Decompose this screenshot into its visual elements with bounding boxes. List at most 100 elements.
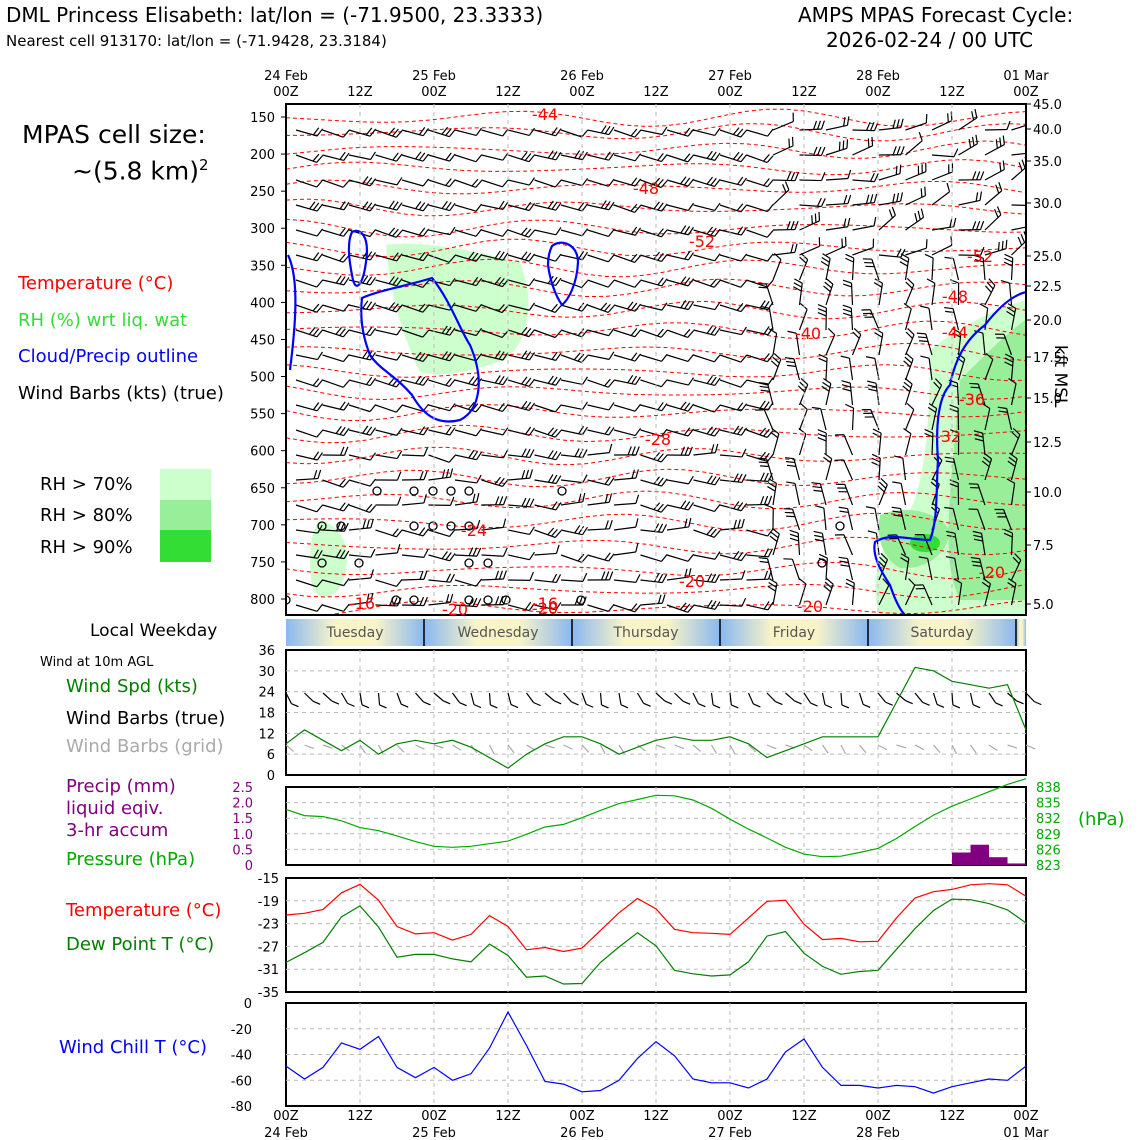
wind-barb xyxy=(799,146,826,157)
barb-flag xyxy=(896,192,900,202)
barb-flag xyxy=(827,328,836,336)
barb-flag xyxy=(867,138,870,148)
wind-barb xyxy=(904,278,915,306)
barb-flag xyxy=(362,300,369,309)
wind-barb xyxy=(719,379,748,388)
wind-barb xyxy=(322,502,350,512)
wind-barb xyxy=(295,201,324,212)
height-tick: 30.0 xyxy=(1033,197,1062,212)
barb-flag xyxy=(316,329,324,338)
wind-barb xyxy=(719,501,748,512)
barb-flag xyxy=(312,402,320,411)
barb-flag xyxy=(1006,306,1016,313)
barb-flag xyxy=(502,403,509,412)
barb-flag xyxy=(766,155,774,163)
barb-staff xyxy=(454,479,477,484)
wind-barb xyxy=(454,228,483,237)
wind-barb xyxy=(784,457,801,481)
wind-barb xyxy=(981,452,993,481)
barb-flag xyxy=(714,477,721,486)
wind-barb xyxy=(772,220,799,231)
barb-staff xyxy=(693,254,715,262)
pressure-tick: 450 xyxy=(250,333,275,348)
barb-flag xyxy=(687,178,695,187)
barb-flag xyxy=(634,205,642,213)
barb-flag xyxy=(842,304,852,309)
barb-flag xyxy=(582,151,588,160)
barb-flag xyxy=(502,279,509,287)
wind-barb xyxy=(693,599,721,610)
barb-flag xyxy=(760,305,770,309)
barb-flag xyxy=(422,377,430,386)
wind-barb xyxy=(834,534,854,556)
wind-barb xyxy=(428,178,456,188)
barb-flag xyxy=(660,379,668,388)
barb-flag xyxy=(362,275,369,284)
barb-staff xyxy=(401,329,424,338)
barb-flag xyxy=(627,301,634,310)
barb-flag xyxy=(581,329,589,338)
barb-flag xyxy=(520,326,528,335)
wind-barb xyxy=(401,570,428,581)
wind-barb xyxy=(322,744,333,749)
y-tick: 30 xyxy=(258,665,275,680)
wind-barb xyxy=(767,578,778,606)
barb-flag xyxy=(825,277,834,285)
temperature-contour xyxy=(286,238,1026,258)
barb-flag xyxy=(502,518,507,528)
wind-barb xyxy=(481,496,508,506)
barb-flag xyxy=(608,152,615,161)
barb-flag xyxy=(974,434,984,438)
barb-flag xyxy=(635,494,640,504)
wind-barb xyxy=(896,692,913,705)
barb-flag xyxy=(824,281,833,289)
wind-barb xyxy=(613,301,642,312)
barb-flag xyxy=(900,146,905,155)
barb-flag xyxy=(316,579,324,588)
barb-flag xyxy=(680,500,687,509)
barb-flag xyxy=(635,469,639,479)
barb-flag xyxy=(339,201,346,210)
barb-flag xyxy=(471,377,479,386)
barb-flag xyxy=(934,378,942,386)
wind-barb xyxy=(396,692,409,708)
wind-barb xyxy=(666,251,694,261)
barb-flag xyxy=(896,146,901,155)
barb-flag xyxy=(473,704,482,709)
barb-flag xyxy=(698,703,706,708)
barb-flag xyxy=(900,257,909,263)
barb-flag xyxy=(710,573,717,583)
wind-barb xyxy=(295,451,324,461)
barb-flag xyxy=(820,146,826,156)
wind-barb xyxy=(931,182,951,206)
barb-staff xyxy=(640,379,662,388)
barb-flag xyxy=(816,146,822,156)
temperature-panel: -35-31-27-23-19-15 xyxy=(258,872,1027,1001)
wind-barb xyxy=(755,409,774,431)
barb-flag xyxy=(475,327,483,336)
wind-barb xyxy=(587,493,613,506)
barb-flag xyxy=(759,400,766,409)
barb-flag xyxy=(342,329,350,338)
barb-flag xyxy=(472,450,479,460)
wind-barb xyxy=(507,127,536,137)
barb-staff xyxy=(452,744,462,751)
barb-flag xyxy=(418,127,426,136)
barb-staff xyxy=(692,744,702,752)
wind-barb xyxy=(613,494,640,506)
barb-flag xyxy=(969,382,979,385)
barb-flag xyxy=(944,506,954,510)
barb-flag xyxy=(905,281,913,289)
barb-flag xyxy=(813,120,818,130)
contour-label: -20 xyxy=(679,572,705,591)
wind-barb xyxy=(1011,124,1026,131)
wind-barb xyxy=(375,471,402,481)
barb-flag xyxy=(737,426,744,435)
barb-flag xyxy=(449,593,454,603)
wind-barb xyxy=(613,226,642,236)
wind-barb xyxy=(783,558,801,581)
barb-flag xyxy=(475,277,483,286)
barb-flag xyxy=(441,469,446,479)
wind-barb xyxy=(874,328,884,356)
wind-barb xyxy=(984,182,1003,206)
